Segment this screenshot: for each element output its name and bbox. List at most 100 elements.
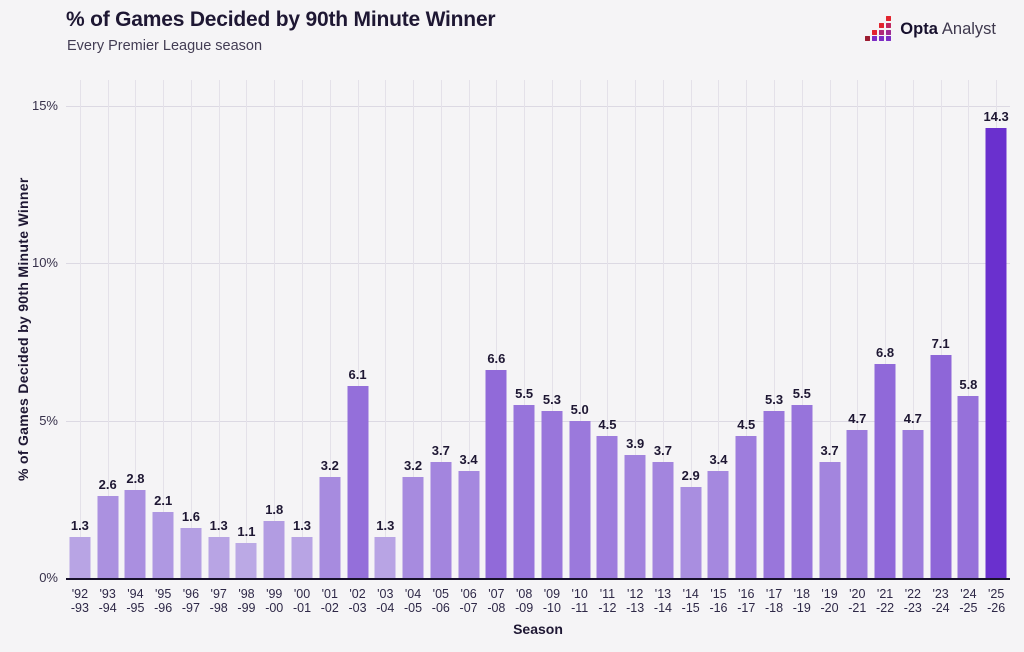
- plot-area: 0% 5% 10% 15% 1.3 '92 -93 2.6 '93 -94 2.8 '94 -95…: [32, 80, 1010, 615]
- grid-line-vertical: [246, 80, 248, 578]
- x-tick-label: '17 -18: [764, 587, 784, 615]
- bar-value-label: 1.3: [376, 518, 395, 534]
- grid-line-horizontal: [66, 420, 1010, 422]
- bar: [957, 395, 979, 578]
- grid-line-vertical: [968, 80, 970, 578]
- bar-value-label: 4.7: [848, 411, 867, 427]
- grid-line-vertical: [607, 80, 609, 578]
- x-tick-label: '14 -15: [681, 587, 700, 615]
- grid-line-vertical: [218, 80, 220, 578]
- x-tick-label: '19 -20: [820, 587, 839, 615]
- bar: [347, 386, 369, 578]
- bar-category: 5.8 '24 -25: [955, 80, 983, 615]
- bar-value-label: 3.4: [709, 452, 728, 468]
- bar-series: 1.3 '92 -93 2.6 '93 -94 2.8 '94 -95 2.1 '95 -96…: [66, 80, 1010, 615]
- bar: [124, 489, 146, 578]
- bar: [985, 128, 1007, 578]
- x-tick-label: '95 -96: [154, 587, 173, 615]
- x-tick-label: '93 -94: [98, 587, 117, 615]
- x-tick-label: '07 -08: [487, 587, 506, 615]
- bar: [569, 420, 591, 578]
- bar: [680, 486, 702, 578]
- bar-category: 1.3 '03 -04: [371, 80, 399, 615]
- bar-value-label: 6.6: [487, 351, 506, 367]
- bar: [819, 461, 841, 578]
- bar-value-label: 1.3: [209, 518, 228, 534]
- grid-line-vertical: [357, 80, 359, 578]
- grid-line-vertical: [385, 80, 387, 578]
- bar: [846, 430, 868, 578]
- y-tick-label: 5%: [39, 412, 58, 428]
- y-tick-label: 15%: [31, 98, 58, 113]
- x-tick-label: '18 -19: [792, 587, 811, 615]
- bar: [902, 430, 924, 578]
- x-tick-label: '96 -97: [181, 587, 200, 615]
- x-tick-label: '02 -03: [348, 587, 367, 615]
- bar-category: 14.3 '25 -26: [982, 80, 1010, 615]
- logo-pixel-square: [885, 22, 891, 28]
- bar-value-label: 1.3: [70, 518, 89, 534]
- logo-pixel-square: [872, 29, 878, 35]
- bar-value-label: 4.5: [598, 417, 617, 433]
- grid-line-vertical: [662, 80, 664, 578]
- bar-category: 5.3 '17 -18: [760, 80, 788, 615]
- bar: [319, 477, 341, 578]
- bar-value-label: 5.5: [792, 385, 811, 401]
- bar: [69, 537, 91, 578]
- bar-category: 6.8 '21 -22: [871, 80, 899, 615]
- x-tick-label: '01 -02: [320, 587, 339, 615]
- x-tick-label: '98 -99: [237, 587, 256, 615]
- bar: [707, 471, 729, 578]
- bar: [374, 537, 396, 578]
- bar-category: 6.6 '07 -08: [482, 80, 510, 615]
- bar-category: 1.6 '96 -97: [177, 80, 205, 615]
- bar-category: 5.5 '08 -09: [510, 80, 538, 615]
- bar: [97, 496, 119, 578]
- bar-category: 1.8 '99 -00: [260, 80, 288, 615]
- bar: [430, 461, 452, 578]
- y-tick-label: 10%: [31, 255, 58, 271]
- bar-value-label: 3.4: [459, 452, 478, 468]
- bar-value-label: 3.9: [626, 436, 645, 452]
- logo-pixel-square: [885, 16, 891, 21]
- x-tick-label: '00 -01: [292, 587, 312, 615]
- x-tick-label: '03 -04: [376, 587, 395, 615]
- bar-value-label: 1.3: [292, 518, 312, 534]
- grid-line-vertical: [885, 80, 887, 578]
- x-tick-label: '23 -24: [931, 587, 950, 615]
- x-tick-label: '08 -09: [515, 587, 534, 615]
- x-tick-label: '05 -06: [431, 587, 450, 615]
- bar-category: 3.7 '05 -06: [427, 80, 455, 615]
- x-tick-label: '21 -22: [876, 587, 895, 615]
- x-tick-label: '99 -00: [265, 587, 284, 615]
- bar: [735, 436, 757, 578]
- bar-value-label: 3.2: [404, 458, 423, 474]
- bar-category: 5.5 '18 -19: [788, 80, 816, 615]
- grid-line-horizontal: [66, 106, 1010, 107]
- bar-category: 2.9 '14 -15: [677, 80, 705, 615]
- bar-value-label: 1.1: [237, 524, 256, 540]
- grid-line-vertical: [190, 80, 192, 578]
- bar-category: 7.1 '23 -24: [927, 80, 955, 615]
- grid-line-vertical: [940, 80, 942, 578]
- bar: [763, 411, 785, 578]
- bar-category: 5.3 '09 -10: [538, 80, 566, 615]
- bar: [263, 521, 285, 578]
- grid-line-vertical: [524, 80, 526, 578]
- logo-pixel-square: [865, 36, 871, 42]
- bar-value-label: 2.9: [681, 467, 700, 483]
- grid-line-vertical: [274, 80, 276, 578]
- bar-category: 3.4 '06 -07: [455, 80, 483, 615]
- bar-value-label: 4.7: [903, 411, 922, 427]
- logo-pixel-square: [885, 36, 891, 42]
- bar: [624, 455, 646, 578]
- bar-category: 3.2 '01 -02: [316, 80, 344, 615]
- x-tick-label: '04 -05: [404, 587, 423, 615]
- y-tick-label: 0%: [39, 570, 58, 585]
- bar: [291, 537, 313, 578]
- grid-line-vertical: [163, 80, 165, 578]
- x-tick-label: '16 -17: [737, 587, 756, 615]
- bar-value-label: 5.3: [764, 392, 784, 408]
- bar-value-label: 14.3: [983, 109, 1009, 125]
- bar-category: 4.5 '11 -12: [594, 80, 622, 615]
